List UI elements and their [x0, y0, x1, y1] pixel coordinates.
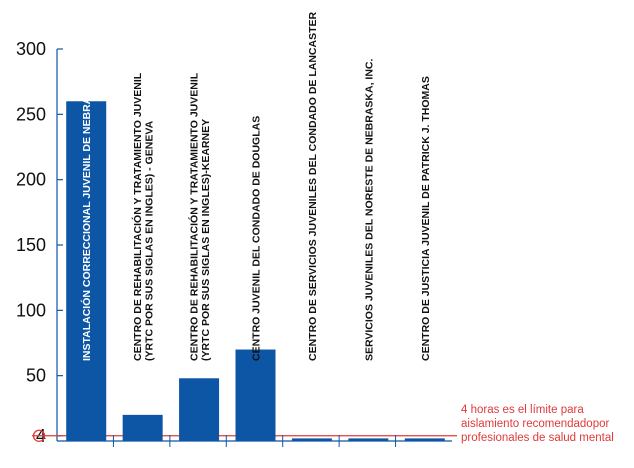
bar	[235, 349, 276, 441]
bar	[66, 101, 107, 442]
y-tick-label: 250	[16, 104, 46, 124]
category-label: CENTRO JUVENIL DEL CONDADO DE DOUGLAS	[251, 116, 263, 361]
reference-marker	[32, 429, 46, 442]
category-label: INSTALACIÓN CORRECCIONAL JUVENIL DE NEBR…	[80, 74, 93, 361]
reference-line-note: 4 horas es el límite para aislamiento re…	[461, 403, 633, 445]
bar	[348, 438, 389, 441]
category-label: CENTRO DE REHABILITACIÓN Y TRATAMIENTO J…	[131, 72, 144, 361]
note-line-1: 4 horas es el límite para	[461, 404, 584, 416]
category-label: SERVICIOS JUVENILES DEL NORESTE DE NEBRA…	[363, 58, 375, 361]
bar	[179, 378, 220, 441]
bar	[291, 438, 332, 441]
note-line-3: profesionales de salud mental	[461, 432, 614, 444]
note-line-2: aislamiento recomendadopor	[461, 418, 610, 430]
y-tick-label: 200	[16, 170, 46, 190]
y-tick-label: 100	[16, 300, 46, 320]
bar	[404, 438, 445, 441]
y-tick-label: 50	[26, 366, 46, 386]
category-label: CENTRO DE REHABILITACIÓN Y TRATAMIENTO J…	[187, 72, 200, 361]
y-tick-label: 300	[16, 39, 46, 59]
category-label: (YRTC POR SUS SIGLAS EN INGLES) - GENEVA	[143, 120, 155, 361]
category-label: CENTRO DE SERVICIOS JUVENILES DEL CONDAD…	[307, 12, 319, 361]
category-label: CENTRO DE JUSTICIA JUVENIL DE PATRICK J.…	[420, 76, 432, 361]
bar	[122, 414, 163, 441]
category-label: (YRTC POR SUS SIGLAS EN INGLES)-KEARNEY	[200, 119, 212, 361]
y-tick-label: 150	[16, 235, 46, 255]
